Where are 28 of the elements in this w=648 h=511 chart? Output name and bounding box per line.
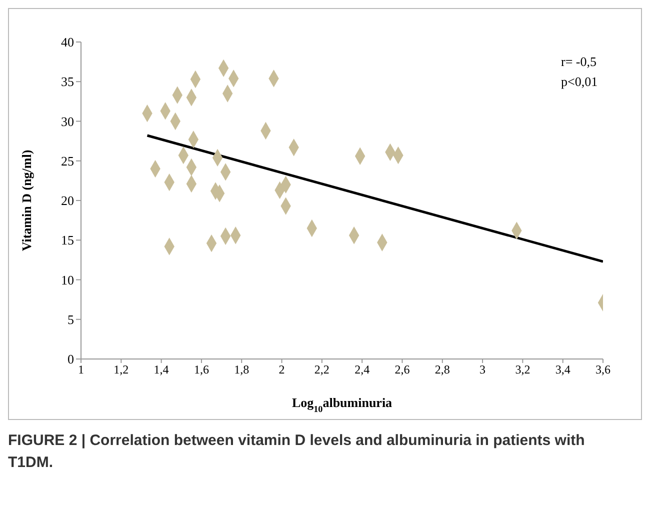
y-tick-label: 40 xyxy=(61,34,74,50)
x-tick-label: 1,8 xyxy=(234,362,250,377)
x-tick-label: 2,4 xyxy=(354,362,370,377)
y-tick-label: 25 xyxy=(61,153,74,168)
caption: FIGURE 2 | Correlation between vitamin D levels and albuminuria in patients with T1DM. xyxy=(8,431,586,473)
x-tick-label: 1,6 xyxy=(194,362,209,377)
y-axis-title: Vitamin D (ng/ml) xyxy=(19,150,34,252)
x-axis-title: Log$_{10}$albuminuria xyxy=(292,395,393,414)
x-tick-label: 1,2 xyxy=(114,362,129,377)
y-tick-label: 0 xyxy=(68,352,74,367)
annotation: r= -0,5 xyxy=(561,54,596,70)
y-tick-label: 20 xyxy=(61,193,74,208)
x-tick-label: 2,2 xyxy=(314,362,330,377)
x-tick-label: 2,8 xyxy=(434,362,450,377)
y-tick-label: 15 xyxy=(61,232,74,248)
x-tick-label: 3,6 xyxy=(596,362,610,377)
y-tick-label: 10 xyxy=(61,272,74,288)
x-tick-label: 1,4 xyxy=(154,362,169,377)
x-tick-label: 1 xyxy=(78,362,84,377)
y-tick-label: 35 xyxy=(61,74,74,90)
x-tick-label: 2,6 xyxy=(394,362,410,377)
y-tick-label: 30 xyxy=(61,114,74,129)
x-tick-label: 3,2 xyxy=(515,362,530,377)
x-tick-label: 2 xyxy=(278,362,285,377)
y-tick-label: 5 xyxy=(68,312,74,327)
annotation: p<0,01 xyxy=(561,74,598,90)
x-tick-label: 3 xyxy=(480,362,486,377)
x-tick-label: 3,4 xyxy=(555,362,570,377)
